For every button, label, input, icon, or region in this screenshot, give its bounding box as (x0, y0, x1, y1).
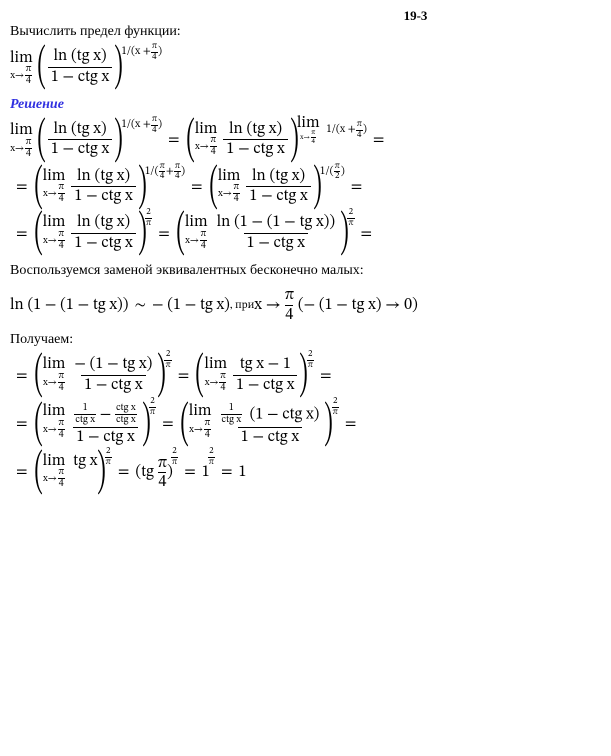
solution-label: Решение (10, 97, 601, 113)
problem-expression: lim x→π4 ( ln (tg x) 1 − ctg x ) 1/(x + … (10, 48, 601, 89)
equivalence-line: ln (1 − (1 − tg x)) ∼ − (1 − tg x) , при… (10, 287, 601, 324)
prompt-text: Вычислить предел функции: (10, 24, 601, 40)
problem-number: 19-3 (230, 8, 601, 24)
prose-equivalence: Воспользуемся заменой эквивалентных беск… (10, 263, 601, 279)
exponent: 1/(x + π4) (121, 42, 162, 63)
limit-symbol: lim x→π4 (10, 50, 33, 88)
prose-result: Получаем: (10, 332, 601, 348)
solution-step-1: limx→π4 ( ln (tg x)1 − ctg x ) 1/(x + π4… (10, 121, 601, 255)
solution-step-2: = ( limx→π4 − (1 − tg x)1 − ctg x ) 2π =… (10, 356, 601, 493)
